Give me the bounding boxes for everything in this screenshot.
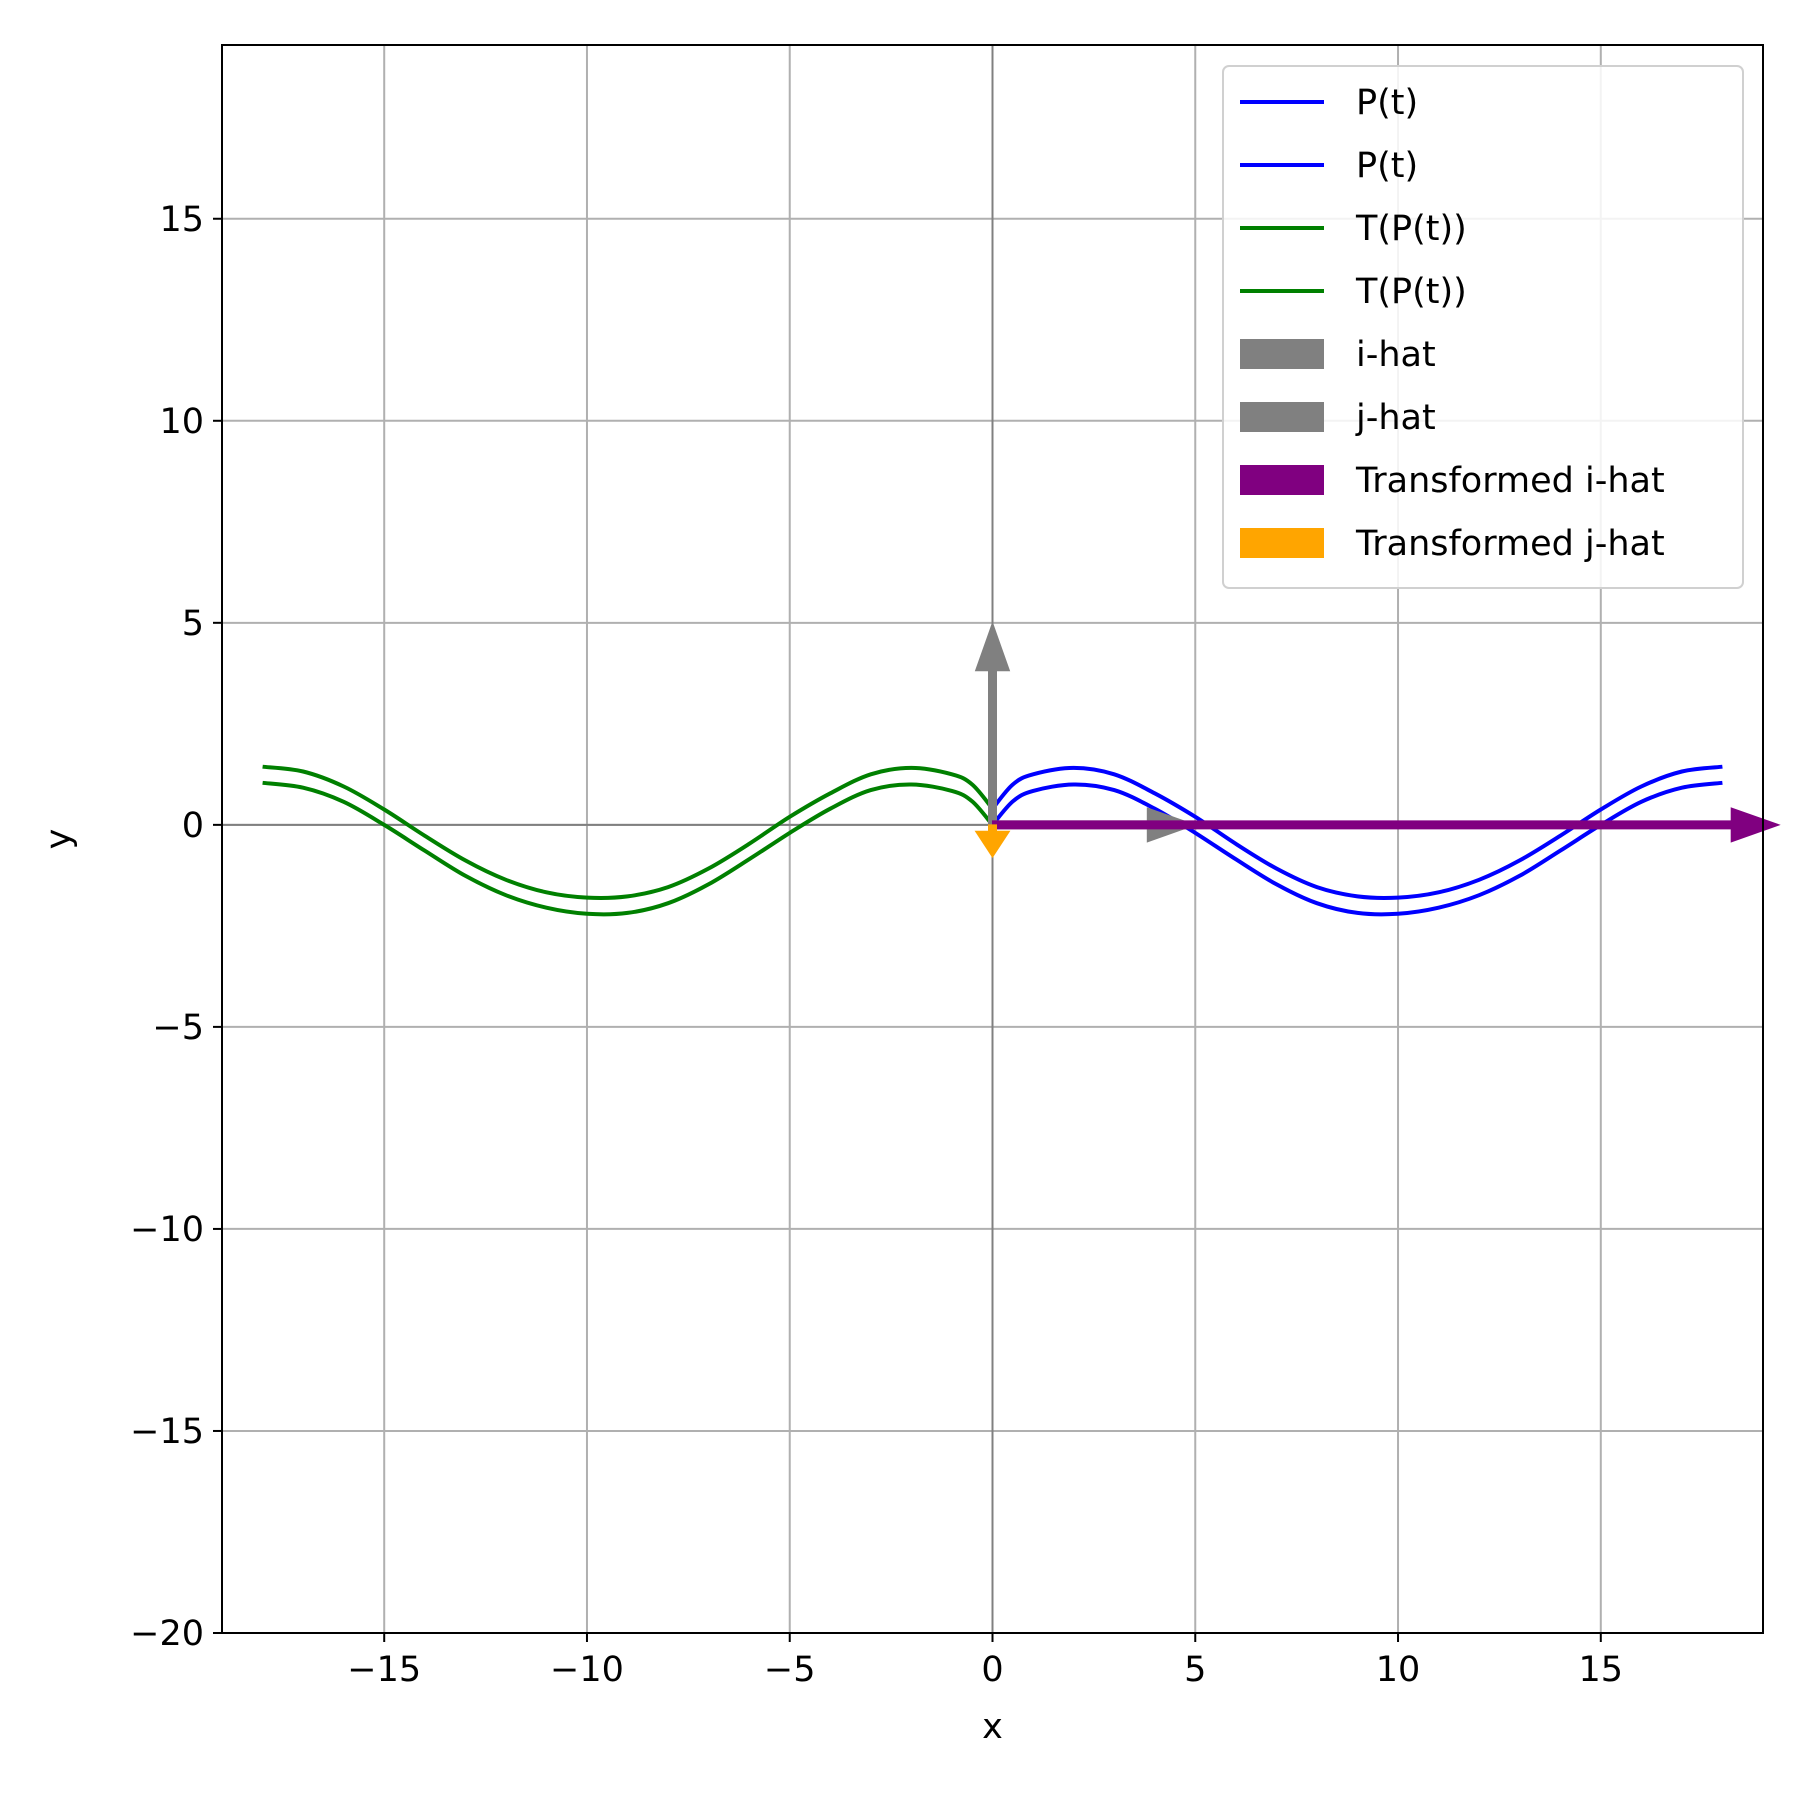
x-tick-label: 15 bbox=[1579, 1650, 1624, 1690]
y-tick-label: −5 bbox=[152, 1008, 204, 1048]
x-tick-label: −15 bbox=[347, 1650, 421, 1690]
arrow-j-hat bbox=[974, 621, 1011, 826]
legend-label-transformed-i-hat: Transformed i-hat bbox=[1355, 461, 1665, 501]
series-line-t-p-t-3 bbox=[262, 764, 995, 900]
y-tick-label: −15 bbox=[130, 1412, 204, 1452]
series-line-t-p-t-4 bbox=[262, 780, 995, 917]
x-tick-label: −10 bbox=[550, 1650, 624, 1690]
x-tick-label: 5 bbox=[1184, 1650, 1206, 1690]
y-tick-label: 10 bbox=[159, 402, 204, 442]
legend-label-i-hat: i-hat bbox=[1356, 335, 1436, 375]
legend-label-p-t: P(t) bbox=[1356, 146, 1418, 186]
y-tick-label: −10 bbox=[130, 1210, 204, 1250]
vector-arrows bbox=[974, 621, 1781, 859]
legend-swatch-i-hat bbox=[1240, 339, 1324, 369]
legend-label-transformed-j-hat: Transformed j-hat bbox=[1355, 524, 1665, 564]
x-tick-label: 10 bbox=[1376, 1650, 1421, 1690]
y-axis-label: y bbox=[39, 829, 79, 850]
y-tick-label: −20 bbox=[130, 1614, 204, 1654]
legend-box bbox=[1222, 65, 1744, 589]
legend-swatch-j-hat bbox=[1240, 402, 1324, 432]
legend: P(t) P(t) T(P(t)) T(P(t)) i-hat j-hat Transfor… bbox=[1222, 65, 1744, 589]
x-axis-label: x bbox=[982, 1707, 1003, 1747]
legend-label-t-p-t: T(P(t)) bbox=[1355, 209, 1467, 249]
legend-label-p-t: P(t) bbox=[1356, 83, 1418, 123]
x-tick-label: −5 bbox=[764, 1650, 816, 1690]
x-tick-label: 0 bbox=[981, 1650, 1003, 1690]
arrow-transformed-i-hat bbox=[992, 807, 1781, 843]
axis-ticks: −15 −10 −5 0 5 10 15 −20 −15 −10 −5 0 5 10 15 bbox=[130, 200, 1623, 1690]
y-tick-label: 0 bbox=[182, 806, 204, 846]
legend-swatch-transformed-j-hat bbox=[1240, 528, 1324, 558]
arrow-transformed-j-hat bbox=[974, 824, 1011, 859]
legend-swatch-transformed-i-hat bbox=[1240, 465, 1324, 495]
legend-label-t-p-t: T(P(t)) bbox=[1355, 272, 1467, 312]
y-tick-label: 5 bbox=[182, 604, 204, 644]
y-tick-label: 15 bbox=[159, 200, 204, 240]
legend-label-j-hat: j-hat bbox=[1355, 398, 1436, 438]
series-line-p-t-1 bbox=[990, 764, 1723, 900]
